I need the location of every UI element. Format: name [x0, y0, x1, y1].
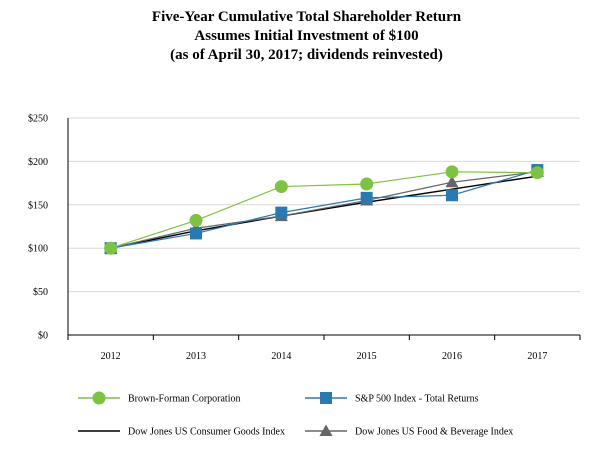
series-line-1	[110, 169, 538, 249]
data-point-series-0-2013	[189, 213, 203, 227]
x-tick-label: 2014	[271, 351, 291, 362]
legend-swatch-marker	[320, 392, 332, 404]
legend-item-1: S&P 500 Index - Total Returns	[305, 392, 479, 405]
data-point-series-1-2016	[446, 189, 458, 202]
series-line-2	[110, 175, 538, 249]
legend-label: Dow Jones US Consumer Goods Index	[128, 427, 285, 438]
data-point-series-0-2015	[360, 177, 374, 191]
y-tick-label: $50	[33, 287, 48, 298]
x-tick-label: 2017	[527, 351, 547, 362]
y-tick-label: $150	[28, 200, 48, 211]
y-tick-label: $0	[38, 331, 48, 342]
chart-title-line-3: (as of April 30, 2017; dividends reinves…	[170, 47, 443, 63]
data-point-series-0-2016	[445, 165, 459, 179]
data-point-series-1-2015	[360, 191, 373, 204]
x-tick-label: 2015	[357, 351, 377, 362]
data-point-series-0-2012	[104, 241, 118, 255]
chart-title-line-2: Assumes Initial Investment of $100	[194, 28, 419, 44]
x-tick-label: 2016	[442, 351, 462, 362]
x-tick-label: 2013	[186, 351, 206, 362]
series-markers	[104, 164, 544, 255]
legend-label: S&P 500 Index - Total Returns	[355, 394, 479, 405]
y-tick-label: $100	[28, 244, 48, 255]
legend-label: Brown-Forman Corporation	[128, 394, 241, 405]
legend-item-0: Brown-Forman Corporation	[78, 391, 241, 405]
chart-title: Five-Year Cumulative Total Shareholder R…	[0, 8, 613, 65]
axes	[67, 118, 581, 340]
data-point-series-1-2013	[190, 227, 202, 240]
legend-item-3: Dow Jones US Food & Beverage Index	[305, 424, 513, 438]
series-line-0	[110, 171, 538, 249]
legend-swatch-marker	[319, 424, 333, 436]
data-point-series-0-2014	[274, 180, 288, 194]
series-line-3	[110, 171, 538, 249]
x-tick-label: 2012	[101, 351, 121, 362]
legend: Brown-Forman Corporation S&P 500 Index - …	[78, 391, 513, 438]
legend-item-2: Dow Jones US Consumer Goods Index	[78, 427, 285, 438]
chart-title-line-1: Five-Year Cumulative Total Shareholder R…	[151, 9, 462, 25]
series-lines	[110, 169, 538, 249]
data-point-series-1-2014	[275, 206, 288, 219]
legend-swatch-marker	[92, 391, 106, 405]
legend-label: Dow Jones US Food & Beverage Index	[355, 427, 513, 438]
data-point-series-0-2017	[530, 166, 544, 180]
y-tick-label: $200	[28, 157, 48, 168]
data-point-series-3-2016	[445, 175, 459, 188]
gridlines	[68, 117, 580, 293]
y-tick-label: $250	[28, 114, 48, 125]
tick-labels: $0 $50 $100 $150 $200 $250 2012 2013 2014 2015 201…	[28, 114, 547, 363]
